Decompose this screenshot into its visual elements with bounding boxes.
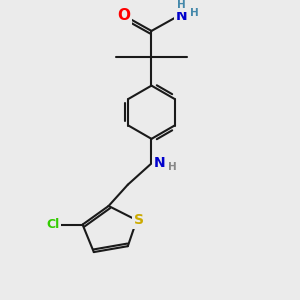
- Text: H: H: [177, 0, 186, 10]
- Text: N: N: [176, 8, 187, 22]
- Text: S: S: [134, 213, 144, 227]
- Text: O: O: [118, 8, 130, 23]
- Text: H: H: [168, 162, 177, 172]
- Text: Cl: Cl: [46, 218, 60, 231]
- Text: H: H: [190, 8, 199, 18]
- Text: N: N: [154, 156, 166, 170]
